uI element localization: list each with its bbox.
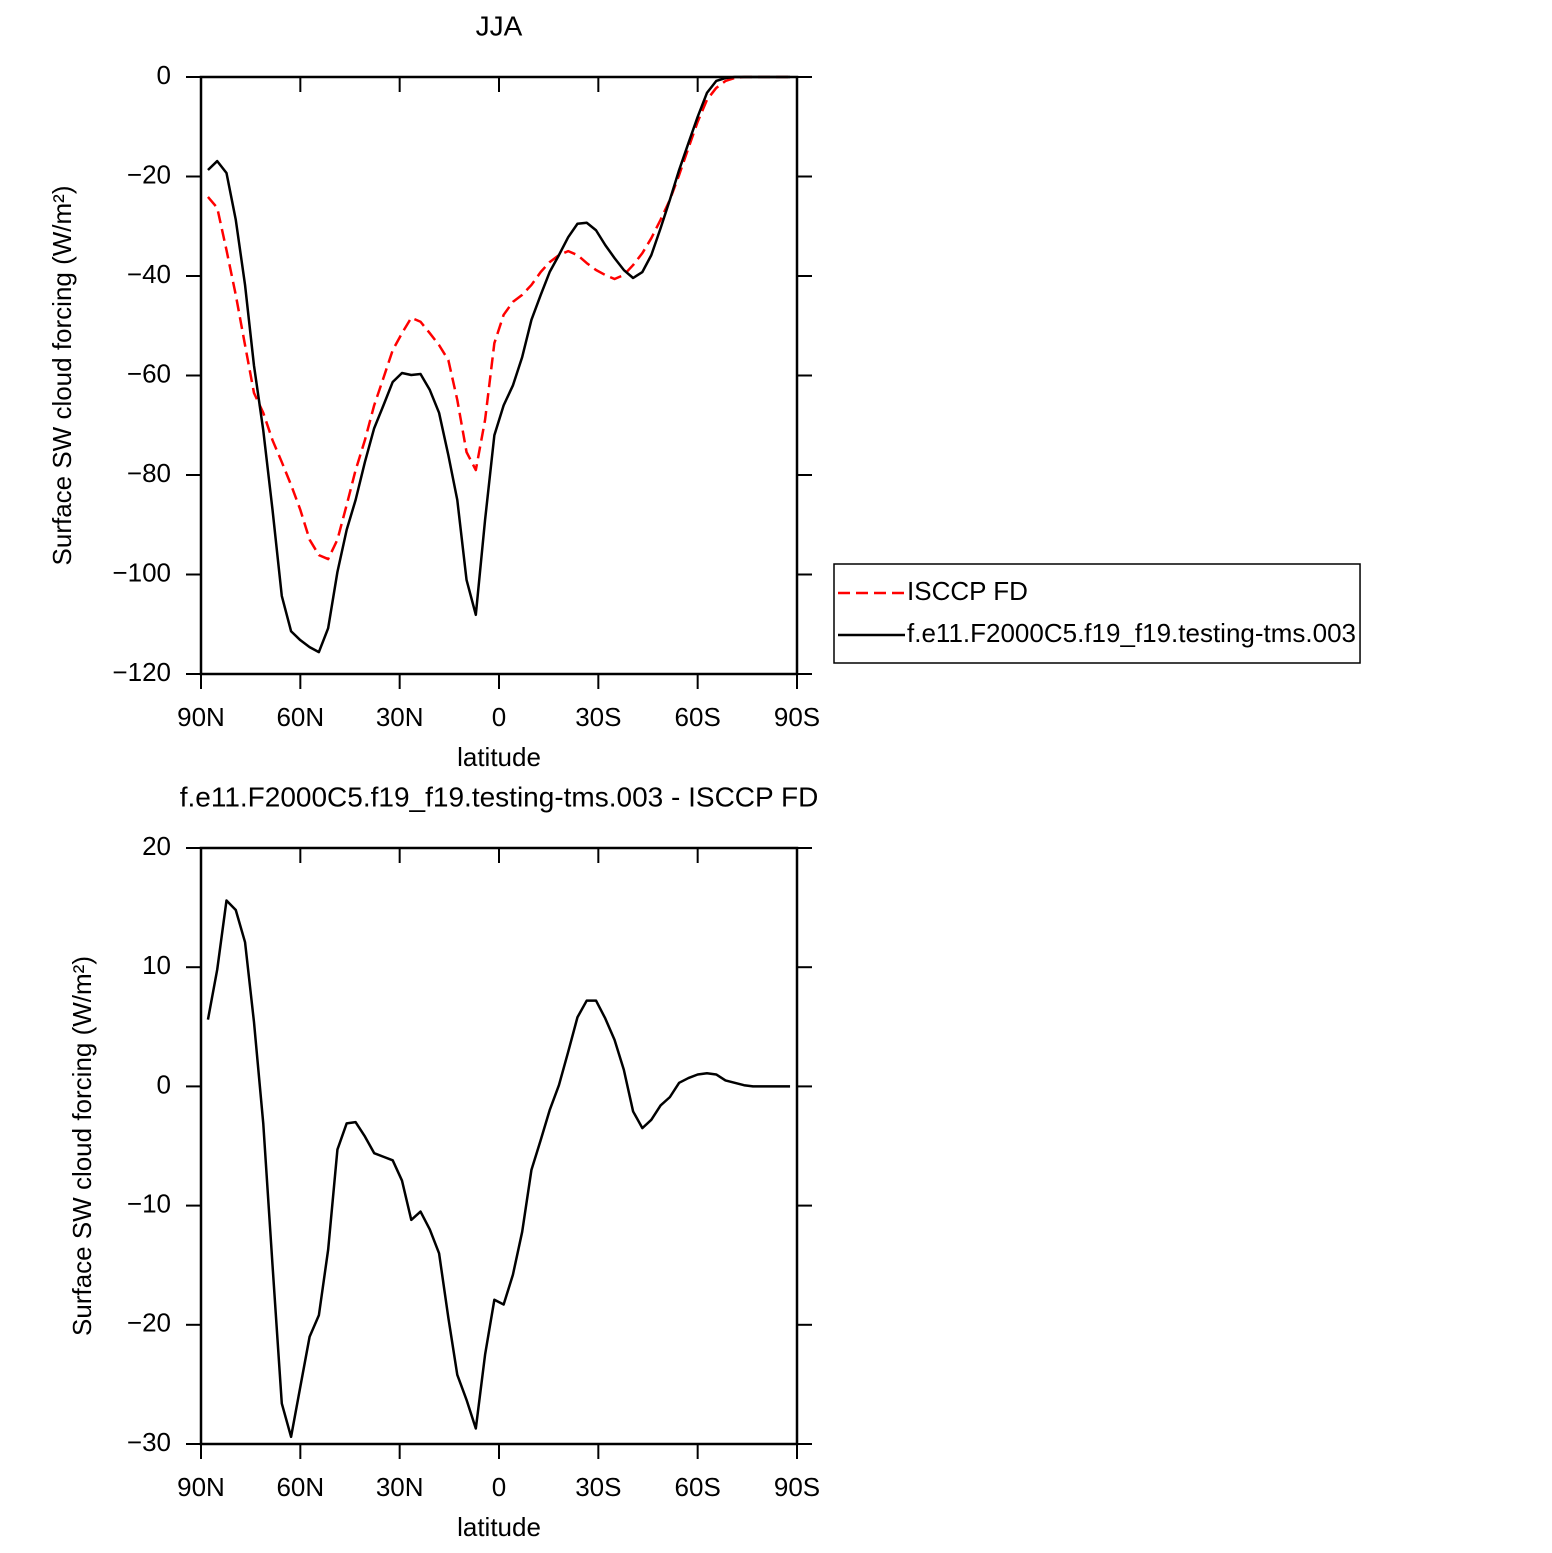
x-tick-label: 60N [276,1472,324,1502]
x-tick-label: 0 [492,702,506,732]
y-tick-label: 0 [157,1069,171,1099]
x-tick-label: 60N [276,702,324,732]
x-tick-label: 30S [575,1472,621,1502]
y-tick-label: −10 [127,1188,171,1218]
y-tick-label: −20 [127,1308,171,1338]
x-tick-label: 60S [675,702,721,732]
data-line [207,75,791,654]
x-tick-label: 90N [177,702,225,732]
y-tick-label: −60 [127,358,171,388]
data-line [206,75,791,561]
x-tick-label: 0 [492,1472,506,1502]
x-tick-label: 60S [675,1472,721,1502]
legend-label: ISCCP FD [907,576,1028,606]
y-tick-label: 0 [157,60,171,90]
legend-label: f.e11.F2000C5.f19_f19.testing-tms.003 [907,618,1356,648]
plot-frame [199,846,799,1446]
chart-title: f.e11.F2000C5.f19_f19.testing-tms.003 - … [180,781,819,812]
y-tick-label: −40 [127,259,171,289]
y-tick-label: −20 [127,159,171,189]
y-axis-label: Surface SW cloud forcing (W/m²) [47,186,77,566]
y-tick-label: 10 [142,950,171,980]
y-tick-label: 20 [142,831,171,861]
x-tick-label: 90S [774,1472,820,1502]
chart-title: JJA [476,10,523,41]
y-tick-label: −100 [112,557,171,587]
y-tick-label: −30 [127,1427,171,1457]
x-axis-label: latitude [457,742,541,772]
x-tick-label: 30S [575,702,621,732]
plot-frame [199,75,799,676]
y-tick-label: −80 [127,458,171,488]
legend-box [833,563,1361,664]
x-tick-label: 30N [376,702,424,732]
y-axis-label: Surface SW cloud forcing (W/m²) [67,956,97,1336]
x-tick-label: 30N [376,1472,424,1502]
y-tick-label: −120 [112,657,171,687]
x-tick-label: 90S [774,702,820,732]
x-axis-label: latitude [457,1512,541,1542]
x-tick-label: 90N [177,1472,225,1502]
data-line [206,899,791,1439]
